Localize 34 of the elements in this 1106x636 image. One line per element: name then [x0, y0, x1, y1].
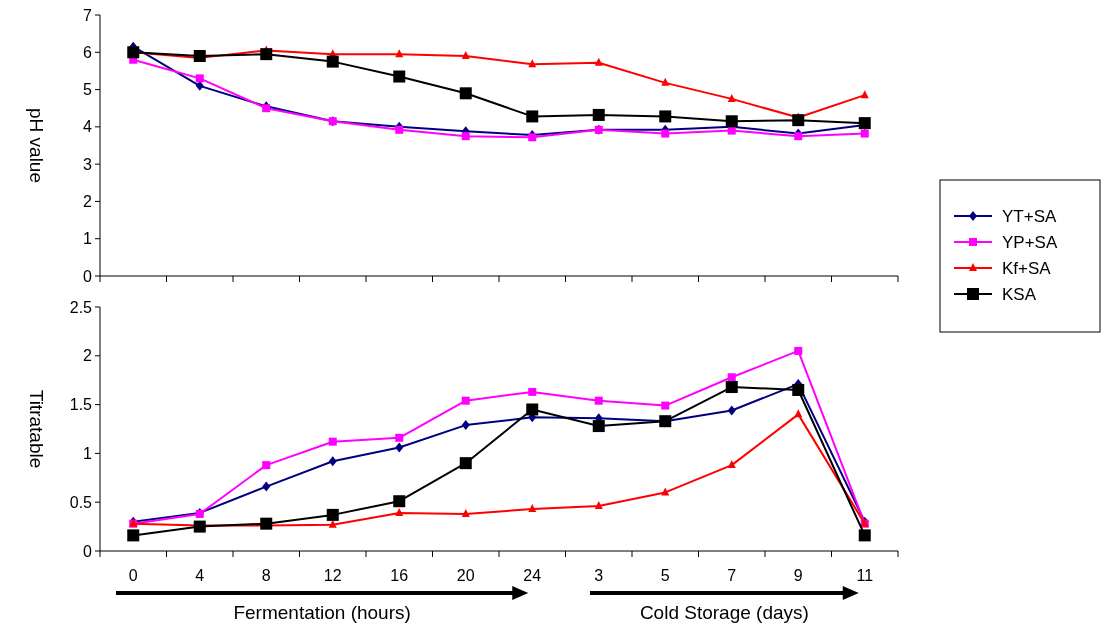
- x-tick-label: 5: [660, 567, 670, 584]
- y-tick-label: 2: [83, 347, 93, 365]
- y-tick-label: 2.5: [69, 298, 93, 316]
- y-tick-label: 0: [83, 267, 93, 285]
- y-tick-label: 1: [83, 230, 93, 248]
- text: Fermentation (hours): [233, 602, 411, 623]
- x-tick-label: 4: [195, 567, 205, 584]
- y-tick-label: 1.5: [69, 396, 93, 414]
- text: Cold Storage (days): [639, 602, 809, 623]
- y-axis-title: pH value: [26, 108, 47, 183]
- x-tick-label: 24: [523, 567, 542, 584]
- y-tick-label: 2: [83, 193, 93, 211]
- y-tick-label: 3: [83, 155, 93, 173]
- x-tick-label: 12: [323, 567, 342, 584]
- legend-label: YT+SA: [1002, 206, 1057, 226]
- y-axis-title: Titratable: [26, 389, 47, 469]
- y-tick-label: 7: [83, 6, 93, 24]
- legend-label: KSA: [1002, 284, 1037, 304]
- y-tick-label: 4: [83, 118, 93, 136]
- x-tick-label: 20: [456, 567, 475, 584]
- y-tick-label: 1: [83, 445, 93, 462]
- y-tick-label: 5: [83, 81, 93, 99]
- x-tick-label: 9: [793, 567, 803, 584]
- x-tick-label: 0: [128, 567, 138, 584]
- y-tick-label: 6: [83, 43, 93, 61]
- x-tick-label: 8: [261, 567, 271, 584]
- x-tick-label: 7: [727, 567, 737, 584]
- x-tick-label: 3: [594, 567, 604, 584]
- x-tick-label: 16: [390, 567, 409, 584]
- y-tick-label: 0: [83, 542, 93, 560]
- x-tick-label: 11: [856, 567, 874, 584]
- legend-label: Kf+SA: [1002, 258, 1052, 278]
- y-tick-label: 0.5: [69, 493, 93, 511]
- legend-label: YP+SA: [1002, 232, 1058, 252]
